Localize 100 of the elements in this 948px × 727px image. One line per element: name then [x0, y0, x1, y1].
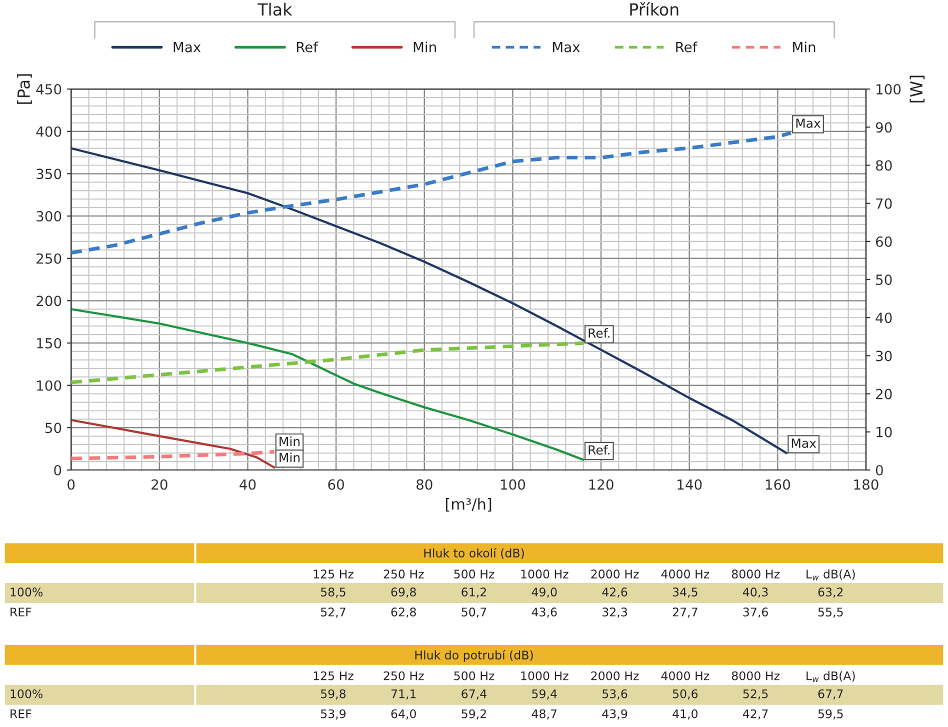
- category-label: 250 Hz: [384, 671, 424, 680]
- x-tick-label: 40: [240, 479, 256, 490]
- text: 27,7: [672, 608, 698, 618]
- category-label: 2000 Hz: [591, 570, 639, 578]
- text: 59,8: [320, 689, 346, 700]
- category-label: 8000 Hz: [732, 671, 780, 680]
- text: 49,0: [532, 588, 557, 598]
- y2-tick-label: 80: [876, 160, 892, 171]
- category-label: 2000 Hz: [591, 671, 639, 680]
- y2-tick-label: 70: [876, 198, 892, 209]
- text: 41,0: [672, 709, 698, 720]
- text: 52,7: [320, 608, 346, 618]
- text: Hluk to okolí (dB): [424, 548, 524, 559]
- y2-tick-label: 100: [876, 84, 901, 95]
- text: 53,6: [602, 689, 628, 700]
- x-tick-label: 120: [589, 479, 614, 490]
- y-tick-label: 400: [36, 126, 62, 137]
- x-tick-label: 60: [328, 479, 344, 490]
- legend-label: Min: [414, 42, 436, 52]
- text: 63,2: [818, 588, 843, 598]
- category-label: 250 Hz: [384, 570, 424, 578]
- legend-label: Max: [174, 42, 201, 52]
- text: 50,7: [462, 608, 486, 618]
- text: 59,5: [818, 709, 843, 720]
- annotation: Ref.: [588, 444, 610, 455]
- legend-label: Max: [552, 42, 580, 52]
- category-label: REF: [10, 709, 32, 718]
- text: 59,4: [532, 689, 557, 700]
- text: Příkon: [630, 2, 678, 16]
- text: 67,7: [818, 689, 843, 700]
- category-label: 125 Hz: [314, 570, 354, 578]
- y-tick-label: 100: [37, 380, 62, 391]
- text: 52,5: [743, 689, 768, 700]
- y-tick-label: 150: [37, 338, 62, 348]
- y2-axis-title: [W]: [910, 76, 925, 102]
- text: 37,6: [743, 608, 768, 618]
- text: 62,8: [391, 608, 416, 618]
- text: 69,8: [391, 588, 416, 598]
- y2-tick-label: 90: [876, 122, 892, 133]
- y2-tick-label: 20: [876, 388, 892, 400]
- text: 43,6: [532, 608, 557, 618]
- category-label: 500 Hz: [454, 671, 494, 680]
- annotation: Max: [792, 438, 816, 448]
- text: 53,9: [320, 709, 346, 720]
- x-tick-label: 80: [416, 479, 432, 490]
- text: 42,6: [602, 588, 628, 598]
- category-label: L$_{w}$ dB(A): [806, 569, 855, 580]
- y2-tick-label: 60: [876, 236, 892, 247]
- annotation: Min: [280, 452, 300, 462]
- y-axis-title: [Pa]: [17, 74, 32, 104]
- text: 67,4: [462, 689, 486, 700]
- legend-label: Ref: [296, 42, 318, 52]
- y2-tick-label: 50: [876, 274, 892, 286]
- category-label: 125 Hz: [314, 671, 354, 680]
- x-tick-label: 100: [500, 479, 526, 490]
- text: 32,3: [602, 608, 627, 618]
- legend-label: Min: [793, 42, 816, 52]
- y2-tick-label: 10: [876, 426, 892, 438]
- x-tick-label: 20: [152, 479, 168, 490]
- text: 43,9: [602, 709, 628, 720]
- y-tick-label: 50: [45, 422, 62, 434]
- annotation: Max: [796, 118, 821, 128]
- y-tick-label: 200: [36, 296, 62, 306]
- y-tick-label: 350: [36, 168, 62, 180]
- x-tick-label: 0: [68, 479, 75, 490]
- text: Tlak: [258, 2, 292, 16]
- category-label: 1000 Hz: [521, 671, 568, 680]
- category-label: L$_{w}$ dB(A): [806, 671, 855, 682]
- annotation: Min: [280, 436, 300, 446]
- annotation: Ref.: [588, 328, 610, 338]
- text: 58,5: [320, 588, 346, 598]
- x-tick-label: 180: [854, 479, 878, 490]
- category-label: REF: [10, 608, 32, 616]
- category-label: 500 Hz: [454, 570, 494, 578]
- y2-tick-label: 0: [876, 464, 883, 476]
- text: 34,5: [672, 588, 698, 598]
- text: 42,7: [742, 709, 768, 720]
- text: 40,3: [742, 588, 768, 598]
- category-label: 8000 Hz: [732, 570, 780, 578]
- y2-tick-label: 40: [876, 312, 892, 324]
- y-tick-label: 450: [36, 84, 62, 95]
- category-label: 4000 Hz: [661, 671, 710, 680]
- text: 64,0: [391, 709, 416, 720]
- x-axis-title: [m³/h]: [446, 498, 492, 512]
- category-label: 100%: [10, 689, 43, 698]
- text: Hluk do potrubí (dB): [415, 650, 533, 662]
- text: 50,6: [672, 689, 698, 700]
- text: 55,5: [818, 608, 843, 618]
- y-tick-label: 0: [54, 464, 62, 476]
- category-label: 100%: [10, 588, 43, 596]
- legend-label: Ref: [676, 42, 698, 52]
- y-tick-label: 300: [36, 211, 62, 222]
- text: 59,2: [462, 709, 486, 720]
- x-tick-label: 160: [766, 479, 790, 490]
- text: 71,1: [391, 689, 416, 700]
- category-label: 1000 Hz: [521, 570, 568, 578]
- line-series: [71, 131, 793, 255]
- y2-tick-label: 30: [876, 350, 892, 362]
- y-tick-label: 250: [36, 253, 62, 264]
- text: 61,2: [462, 588, 486, 598]
